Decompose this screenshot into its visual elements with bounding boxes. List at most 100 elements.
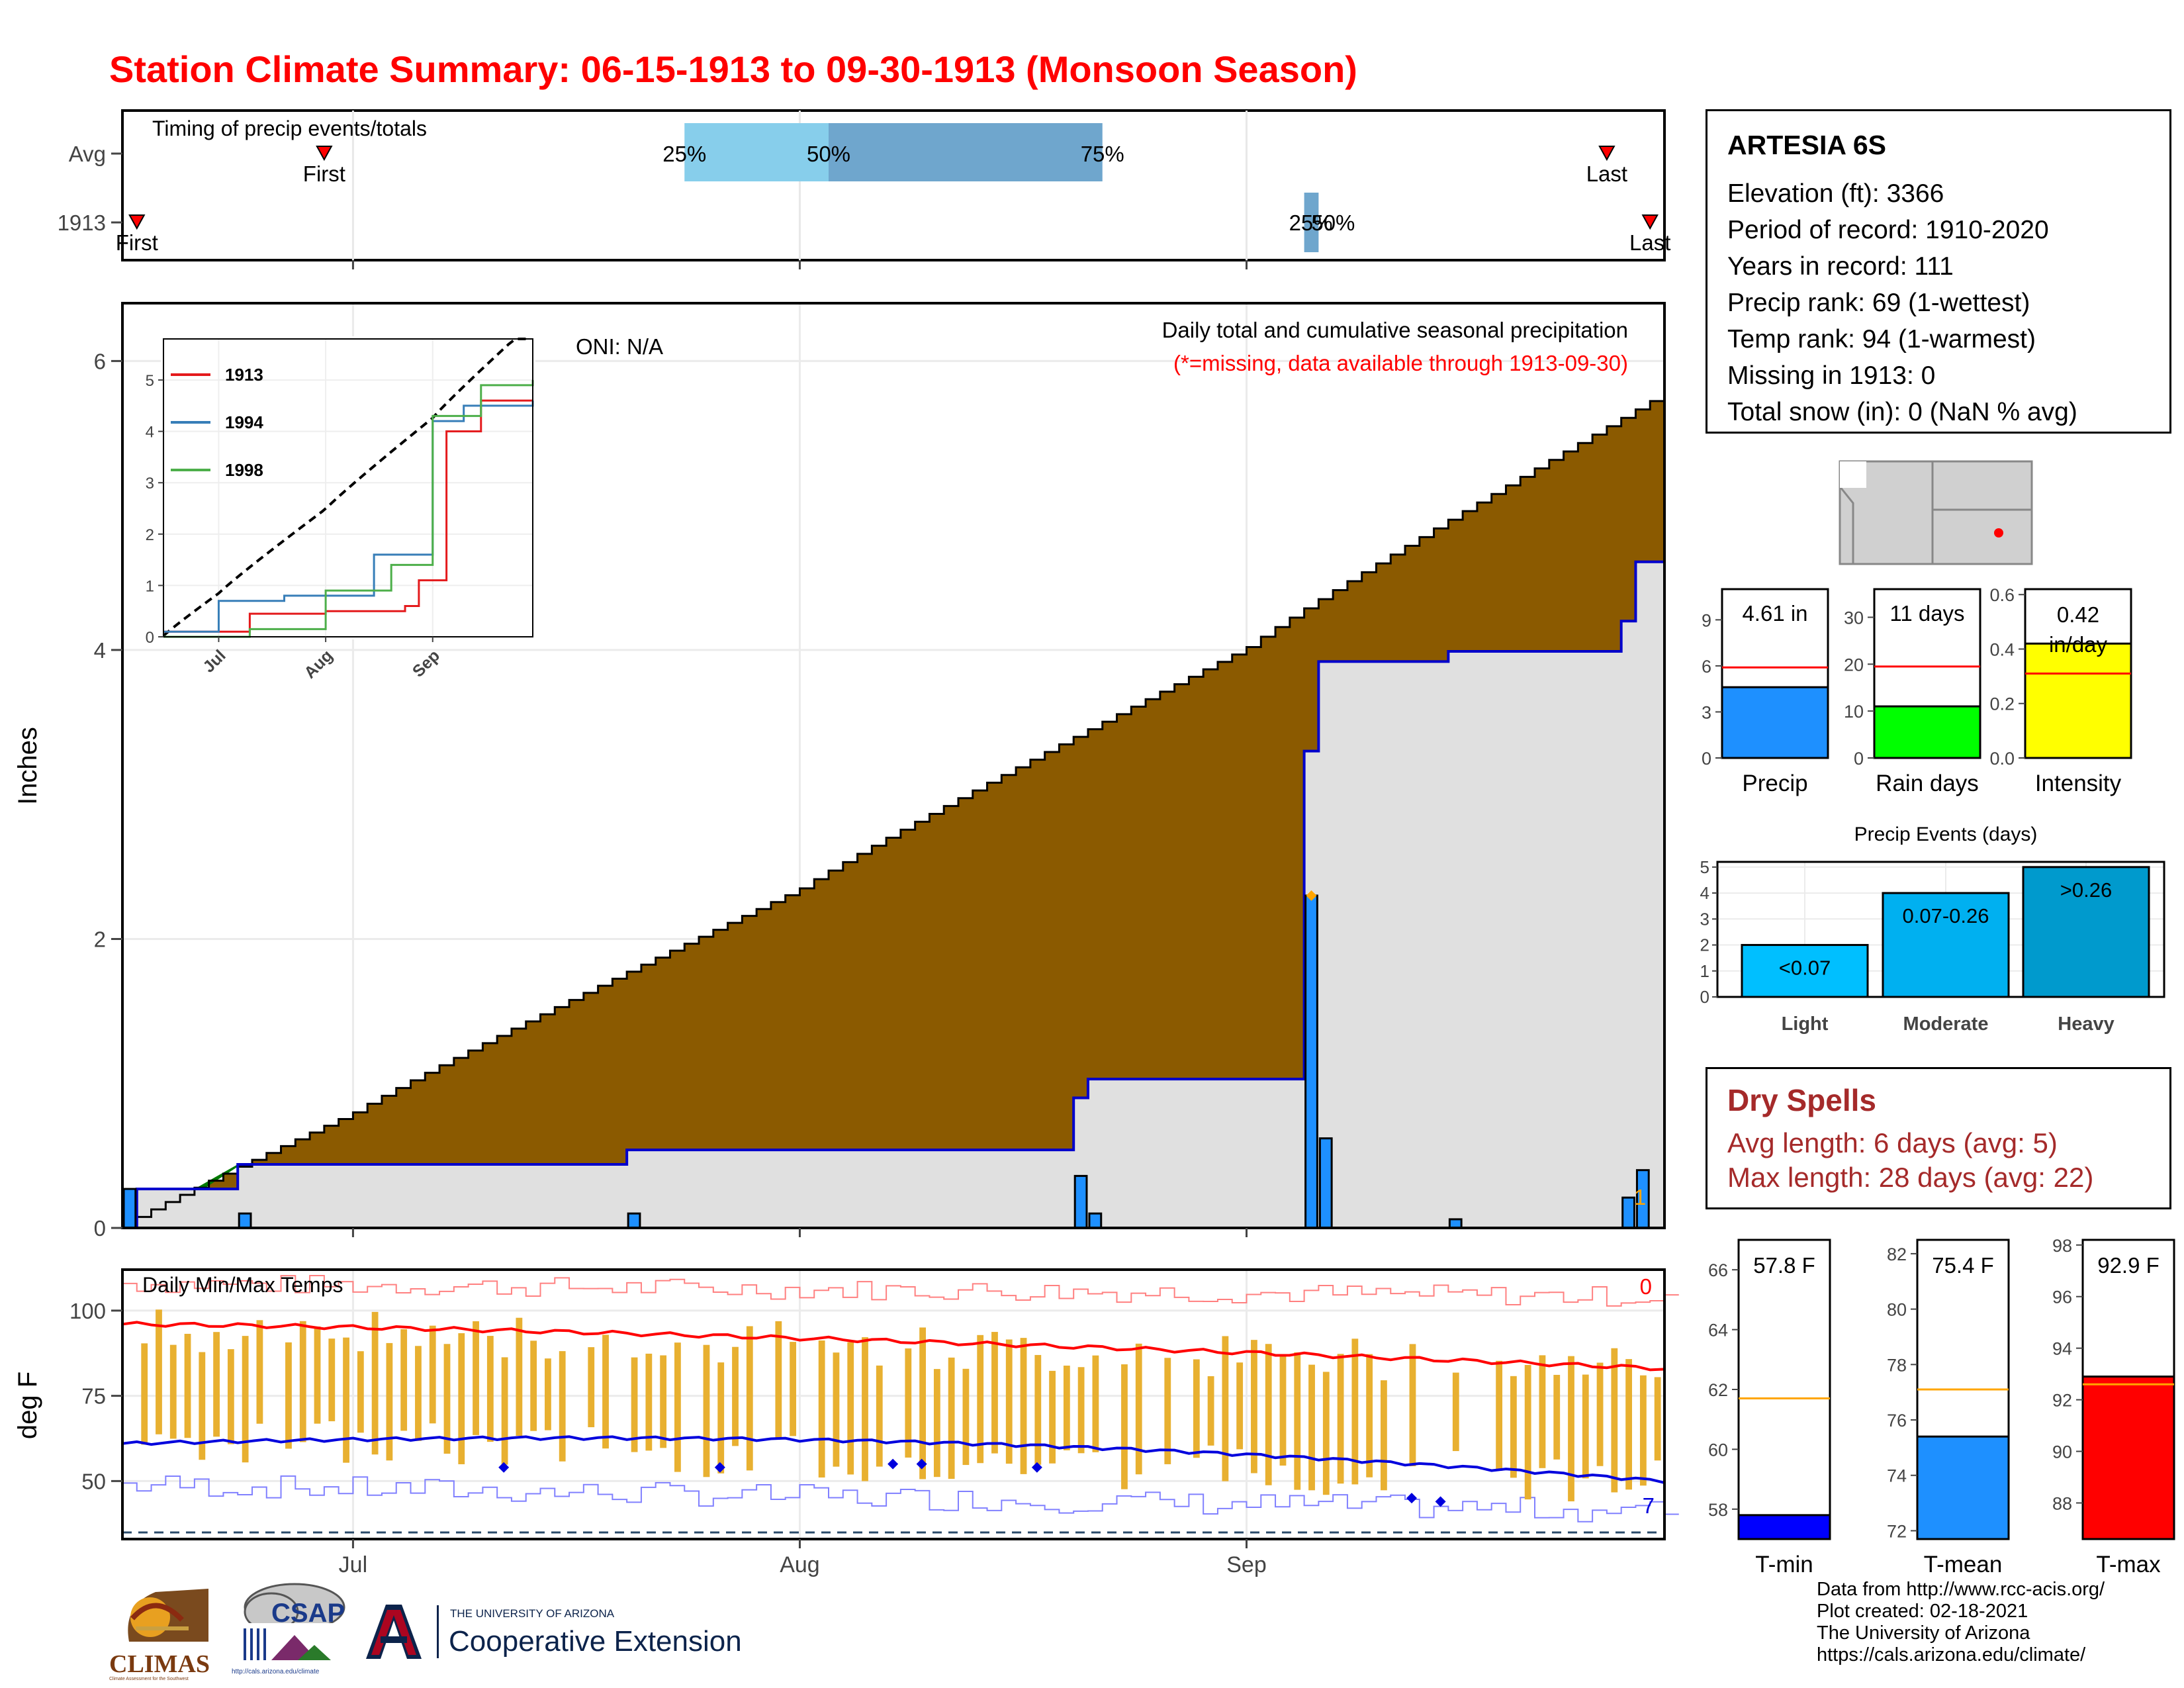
daily-temp-bar xyxy=(847,1342,854,1475)
climas-emblem-icon xyxy=(128,1589,208,1642)
daily-temp-bar xyxy=(905,1348,912,1458)
daily-temp-bar xyxy=(1265,1344,1272,1485)
daily-temp-bar xyxy=(227,1349,234,1444)
precip-ytick-label: 0 xyxy=(94,1216,106,1241)
avg-first-marker xyxy=(316,146,333,162)
inset-legend-label-1998: 1998 xyxy=(225,460,263,480)
daily-temp-bar xyxy=(1251,1340,1257,1474)
daily-temp-bar xyxy=(1553,1374,1561,1460)
precip-panel-frame xyxy=(121,302,1666,1229)
daily-temp-bar xyxy=(862,1337,868,1481)
precip-events-frame xyxy=(1716,861,2165,998)
dry-spells-box: Dry Spells Avg length: 6 days (avg: 5) M… xyxy=(1706,1067,2171,1209)
temp-ytick-label: 50 xyxy=(81,1469,106,1493)
temp-xtick-label: Aug xyxy=(780,1552,820,1577)
avg-last-marker xyxy=(1598,146,1615,162)
daily-temp-bar xyxy=(775,1321,782,1439)
mini-bar-label-1: Rain days xyxy=(1876,771,1979,796)
daily-temp-bar xyxy=(299,1321,306,1442)
temp-bar-ytick-label: 94 xyxy=(2052,1339,2072,1359)
station-location-marker xyxy=(1994,528,2003,538)
inset-legend-label-1994: 1994 xyxy=(225,412,263,432)
daily-temp-bar xyxy=(169,1344,177,1439)
mini-bar-value-1 xyxy=(1873,705,1981,759)
precip-description: Daily total and cumulative seasonal prec… xyxy=(1162,318,1628,342)
daily-temp-bar xyxy=(1322,1372,1330,1495)
daily-temp-bar xyxy=(458,1333,465,1464)
avg-p50-label: 50% xyxy=(807,142,850,166)
daily-temp-bar xyxy=(415,1346,422,1441)
daily-temp-bar xyxy=(818,1340,825,1478)
precip-ylabel: Inches xyxy=(13,727,42,805)
ua-divider xyxy=(437,1605,439,1658)
daily-temp-bar xyxy=(660,1355,667,1448)
avg-p75-label: 75% xyxy=(1081,142,1124,166)
temp-bar-ytick-label: 82 xyxy=(1887,1244,1907,1264)
daily-temp-bar xyxy=(732,1346,739,1446)
record-low-count: 7 xyxy=(1643,1493,1655,1518)
daily-temp-bar xyxy=(486,1336,494,1442)
daily-temp-bar xyxy=(1409,1344,1416,1467)
mini-bar-ytick-label: 0.0 xyxy=(1989,749,2015,769)
temp-bar-ytick-label: 96 xyxy=(2052,1288,2072,1307)
temp-bar-value-label-1: 75.4 F xyxy=(1932,1253,1994,1278)
daily-temp-bar xyxy=(645,1353,653,1451)
avg-min-temp-line xyxy=(122,1435,1665,1484)
daily-temp-bar xyxy=(746,1326,753,1471)
temp-bar-value-0 xyxy=(1737,1514,1831,1540)
daily-temp-bar xyxy=(717,1362,725,1474)
avg-last-label: Last xyxy=(1586,162,1627,186)
mini-bar-ytick-label: 0 xyxy=(1702,749,1711,769)
daily-temp-bar xyxy=(876,1365,883,1467)
csap-logo-text: CSAP xyxy=(271,1599,345,1628)
daily-temp-bar xyxy=(184,1333,191,1438)
temp-bar-label-2: T-max xyxy=(2096,1552,2161,1577)
temp-bar-frame-0 xyxy=(1737,1239,1831,1540)
inset-ytick-label: 1 xyxy=(146,577,154,595)
daily-temp-bar xyxy=(962,1368,970,1466)
temp-ylabel: deg F xyxy=(13,1372,42,1439)
year-first-marker xyxy=(128,214,146,230)
daily-temp-bar xyxy=(1510,1376,1517,1478)
station-temp-rank: Temp rank: 94 (1-warmest) xyxy=(1727,325,2036,353)
credits-block: Data from http://www.rcc-acis.org/ Plot … xyxy=(1817,1579,2105,1666)
daily-temp-bar xyxy=(400,1329,408,1431)
daily-temp-bar xyxy=(1005,1339,1013,1464)
daily-temp-bar xyxy=(1092,1355,1099,1452)
precip-events-title: Precip Events (days) xyxy=(1854,823,2038,845)
daily-temp-bar xyxy=(285,1342,292,1449)
mini-bar-ytick-label: 0.2 xyxy=(1989,694,2015,714)
temp-panel-label: Daily Min/Max Temps xyxy=(142,1273,343,1297)
daily-temp-bar xyxy=(530,1340,537,1431)
daily-temp-bar xyxy=(933,1369,940,1477)
station-snow: Total snow (in): 0 (NaN % avg) xyxy=(1727,398,2077,426)
daily-temp-bar xyxy=(1121,1364,1128,1489)
year-first-label: First xyxy=(116,230,158,255)
daily-temp-bar xyxy=(314,1326,321,1424)
record-low-marker xyxy=(1031,1462,1042,1473)
daily-temp-bar xyxy=(1524,1365,1531,1500)
daily-temp-bar xyxy=(501,1357,508,1465)
temp-bar-ytick-label: 64 xyxy=(1708,1321,1728,1340)
daily-temp-bar xyxy=(1193,1359,1200,1458)
credit-data-source: Data from http://www.rcc-acis.org/ xyxy=(1817,1579,2105,1600)
daily-temp-bar xyxy=(199,1352,206,1460)
daily-temp-bar xyxy=(1077,1367,1085,1454)
station-missing: Missing in 1913: 0 xyxy=(1727,361,1936,390)
avg-q1-bar xyxy=(684,123,829,181)
daily-temp-bar xyxy=(1381,1380,1387,1491)
temp-bar-ytick-label: 88 xyxy=(2052,1493,2072,1513)
station-name: ARTESIA 6S xyxy=(1727,130,1886,160)
record-low-marker xyxy=(1435,1496,1446,1507)
timing-row-label-avg: Avg xyxy=(69,142,106,166)
temp-bar-ytick-label: 92 xyxy=(2052,1391,2072,1411)
precip-events-ytick-label: 5 xyxy=(1700,857,1709,877)
daily-temp-bar xyxy=(1279,1354,1287,1466)
daily-temp-bar xyxy=(545,1358,551,1430)
climas-logo-text: CLIMAS xyxy=(109,1650,210,1678)
station-elevation: Elevation (ft): 3366 xyxy=(1727,179,1944,208)
daily-temp-bar xyxy=(156,1309,162,1434)
daily-temp-bar xyxy=(833,1352,840,1467)
daily-temp-bar xyxy=(516,1317,523,1436)
